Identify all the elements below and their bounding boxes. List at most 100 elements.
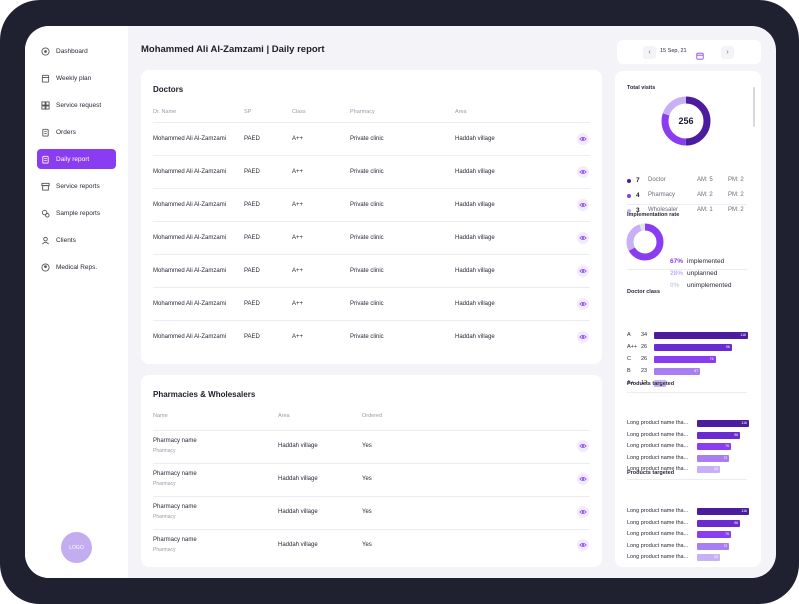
pharmacy-ordered: Yes: [362, 509, 372, 515]
total-visits-title: Total visits: [627, 85, 656, 91]
pharmacy-type: Pharmacy: [153, 481, 176, 487]
legend-label: Doctor: [648, 177, 666, 183]
view-icon[interactable]: [577, 166, 589, 178]
table-cell: Haddah village: [455, 334, 495, 340]
table-cell: Mohammed Ali Al-Zamzami: [153, 202, 227, 208]
table-cell: PAED: [244, 334, 260, 340]
bar-count: 12: [641, 380, 648, 386]
prev-date-button[interactable]: ‹: [643, 46, 656, 59]
page-title: Mohammed Ali Al-Zamzami | Daily report: [141, 44, 325, 55]
legend-pm: PM: 2: [728, 207, 744, 213]
sidebar: Dashboard Weekly plan Service request Or…: [25, 26, 128, 578]
pharmacy-type: Pharmacy: [153, 448, 176, 454]
pharmacy-area: Haddah village: [278, 443, 318, 449]
sidebar-item-sample-reports[interactable]: Sample reports: [37, 203, 116, 223]
sidebar-item-orders[interactable]: Orders: [37, 122, 116, 142]
table-cell: PAED: [244, 136, 260, 142]
table-cell: Private clinic: [350, 136, 384, 142]
table-cell: Haddah village: [455, 202, 495, 208]
pharmacies-card: Pharmacies & Wholesalers Name Area Order…: [141, 375, 602, 567]
sidebar-item-label: Clients: [56, 236, 76, 244]
column-header: Area: [455, 109, 467, 115]
sidebar-item-service-request[interactable]: Service request: [37, 95, 116, 115]
calendar-icon[interactable]: [696, 47, 704, 60]
grid-icon: [41, 100, 50, 110]
table-cell: PAED: [244, 235, 260, 241]
bar-value: 96: [734, 432, 739, 437]
bar: 72: [697, 454, 730, 462]
implementation-legend-row: 28% unplanned: [670, 270, 717, 277]
sidebar-item-label: Medical Reps.: [56, 263, 98, 271]
sidebar-item-label: Service request: [56, 101, 102, 109]
bar-label: Long product name tha...: [627, 542, 689, 549]
table-cell: A++: [292, 136, 304, 142]
bar: 76: [697, 531, 732, 538]
pharmacy-name: Pharmacy name: [153, 471, 197, 477]
bar-row: C 26 76: [627, 356, 751, 364]
view-icon[interactable]: [577, 506, 589, 518]
implementation-pct: 67%: [670, 258, 684, 265]
implementation-donut: [626, 223, 664, 261]
implementation-label: unplanned: [687, 270, 718, 277]
sidebar-item-dashboard[interactable]: Dashboard: [37, 41, 116, 61]
implementation-pct: 0%: [670, 282, 680, 289]
implementation-pct: 28%: [670, 270, 684, 277]
table-cell: Private clinic: [350, 301, 384, 307]
pharmacy-type: Pharmacy: [153, 547, 176, 553]
doctor-class-title: Doctor class: [627, 289, 661, 295]
pharmacy-ordered: Yes: [362, 542, 372, 548]
bar-value: 52: [714, 555, 719, 559]
column-header: Pharmacy: [350, 109, 375, 115]
row-divider: [153, 188, 590, 189]
row-divider: [153, 496, 590, 497]
table-cell: Private clinic: [350, 334, 384, 340]
sidebar-item-weekly-plan[interactable]: Weekly plan: [37, 68, 116, 88]
pharmacy-area: Haddah village: [278, 509, 318, 515]
view-icon[interactable]: [577, 199, 589, 211]
bar: 116: [697, 508, 749, 515]
bar-value: 15: [660, 381, 665, 385]
logo: LOGO: [61, 532, 92, 563]
stats-panel: Total visits 256 7 Doctor AM: 5 PM: 2 4 Pharm…: [615, 71, 761, 567]
table-cell: Private clinic: [350, 169, 384, 175]
bar-row: A+ 12 15: [627, 380, 751, 388]
sidebar-item-service-reports[interactable]: Service reports: [37, 176, 116, 196]
bar-label: Long product name tha...: [627, 420, 689, 426]
bar-label: Long product name tha...: [627, 531, 689, 537]
view-icon[interactable]: [577, 298, 589, 310]
next-date-button[interactable]: ›: [721, 46, 734, 59]
legend-am: AM: 5: [697, 177, 713, 183]
view-icon[interactable]: [577, 133, 589, 145]
view-icon[interactable]: [577, 265, 589, 277]
visits-legend-row: 3 Wholesaler AM: 1 PM: 2: [627, 207, 753, 217]
row-divider: [153, 155, 590, 156]
row-divider: [153, 221, 590, 222]
sidebar-item-daily-report[interactable]: Daily report: [37, 149, 116, 169]
table-cell: Mohammed Ali Al-Zamzami: [153, 301, 227, 307]
sidebar-item-label: Dashboard: [56, 47, 88, 55]
bar: 52: [697, 554, 721, 561]
table-cell: A++: [292, 202, 304, 208]
view-icon[interactable]: [577, 539, 589, 551]
view-icon[interactable]: [577, 473, 589, 485]
legend-am: AM: 1: [697, 207, 713, 213]
bar-count: 26: [641, 344, 648, 350]
scrollbar[interactable]: [753, 87, 755, 127]
bar-row: Long product name tha... 52: [627, 554, 751, 562]
divider: [627, 269, 747, 270]
table-cell: Private clinic: [350, 202, 384, 208]
view-icon[interactable]: [577, 331, 589, 343]
view-icon[interactable]: [577, 232, 589, 244]
sidebar-item-clients[interactable]: Clients: [37, 230, 116, 250]
legend-dot: [627, 209, 631, 213]
view-icon[interactable]: [577, 440, 589, 452]
total-visits-donut: 256: [661, 96, 711, 146]
pharmacy-area: Haddah village: [278, 476, 318, 482]
table-cell: Mohammed Ali Al-Zamzami: [153, 235, 227, 241]
bar-row: Long product name tha... 76: [627, 443, 751, 451]
column-header: Class: [292, 109, 306, 115]
bar: 76: [697, 443, 732, 450]
sidebar-item-medical-reps[interactable]: Medical Reps.: [37, 257, 116, 277]
legend-dot: [627, 179, 631, 183]
date-value[interactable]: 15 Sep, 21: [660, 48, 687, 54]
